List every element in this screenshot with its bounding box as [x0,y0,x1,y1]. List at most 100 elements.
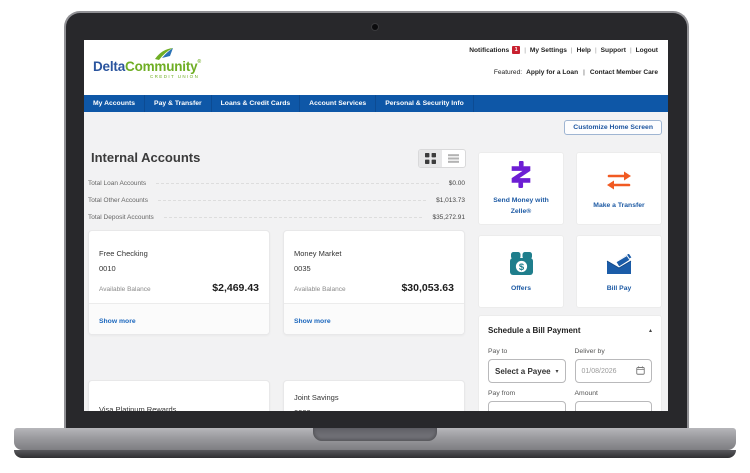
balance-label: Available Balance [294,286,346,293]
make-transfer-label: Make a Transfer [593,202,645,210]
show-more-link[interactable]: Show more [99,318,136,325]
featured-label: Featured: [493,69,523,76]
payee-selected-value: Select a Payee [495,366,551,376]
balance-amount: $30,053.63 [401,282,454,294]
tab-loans-credit-cards[interactable]: Loans & Credit Cards [212,95,301,112]
zelle-tile-label: Send Money with Zelle® [493,196,549,215]
view-toggle [418,149,466,168]
notification-count-badge: 1 [512,46,521,54]
account-name: Free Checking [99,249,148,258]
account-card-visa-platinum[interactable]: Visa Platinum Rewards 0090 Outstanding B… [88,380,270,411]
separator: | [594,46,597,54]
bill-payment-form: Pay to Deliver by Select a Payee ▾ 01/08… [488,348,652,411]
tab-my-accounts[interactable]: My Accounts [84,95,146,112]
card-footer: Show more [284,303,464,334]
deliver-by-label: Deliver by [574,348,605,355]
site-header: DeltaCommunity® CREDIT UNION Notificatio… [84,40,668,95]
contact-member-care-link[interactable]: Contact Member Care [589,69,658,76]
pay-to-label: Pay to [488,348,508,355]
total-value: $35,272.91 [432,214,465,221]
dotted-leader [157,200,427,201]
separator: | [524,46,526,54]
logo-registered-mark: ® [197,59,201,65]
my-settings-link[interactable]: My Settings [529,46,567,54]
separator: | [629,46,632,54]
laptop-base-bottom [14,450,736,458]
dotted-leader [163,217,423,218]
balance-label: Available Balance [99,286,151,293]
sail-logo-icon [153,45,175,68]
webcam-icon [372,24,378,30]
notifications-link[interactable]: Notifications [469,46,510,54]
logout-link[interactable]: Logout [635,46,658,54]
account-card-joint-savings[interactable]: Joint Savings 0000 Jointly owned with B … [283,380,465,411]
browser-screen: DeltaCommunity® CREDIT UNION Notificatio… [84,40,668,411]
support-link[interactable]: Support [600,46,626,54]
help-link[interactable]: Help [576,46,591,54]
utility-nav: Notifications 1 | My Settings | Help | S… [469,46,658,54]
zelle-icon [508,160,534,190]
offers-money-bag-icon: $ [508,248,535,278]
laptop-base-notch [313,428,437,441]
total-value: $0.00 [448,180,465,187]
offers-tile[interactable]: $ Offers [478,235,564,308]
separator: | [570,46,573,54]
apply-loan-link[interactable]: Apply for a Loan [526,69,579,76]
account-totals: Total Loan Accounts $0.00 Total Other Ac… [88,175,465,226]
separator: | [583,69,585,76]
card-footer: Show more [89,303,269,334]
account-name: Joint Savings [294,393,339,402]
logo-tagline: CREDIT UNION [150,74,200,79]
balance-amount: $2,469.43 [212,282,259,294]
grid-view-icon[interactable] [419,150,442,167]
bill-pay-label: Bill Pay [606,285,632,293]
payee-select[interactable]: Select a Payee ▾ [488,359,566,383]
collapse-caret-icon[interactable]: ▴ [648,328,652,334]
tab-personal-security-info[interactable]: Personal & Security Info [376,95,474,112]
list-view-icon[interactable] [442,150,465,167]
tab-pay-transfer[interactable]: Pay & Transfer [145,95,212,112]
chevron-down-icon: ▾ [555,368,559,375]
account-number: 0035 [294,264,311,273]
offers-label: Offers [510,285,532,293]
internal-accounts-title: Internal Accounts [91,150,201,165]
balance-row: Available Balance $2,469.43 [99,282,259,294]
logo-delta: Delta [93,59,126,74]
panel-title: Schedule a Bill Payment [488,326,581,335]
account-number: 0010 [99,264,116,273]
delta-community-logo[interactable]: DeltaCommunity® CREDIT UNION [93,48,243,89]
total-other-accounts-row: Total Other Accounts $1,013.73 [88,192,465,209]
zelle-tile[interactable]: Send Money with Zelle® [478,152,564,225]
dashboard-content: Customize Home Screen Internal Accounts [84,112,668,411]
dotted-leader [156,183,439,184]
amount-input[interactable] [574,401,652,411]
card-body: Joint Savings 0000 Jointly owned with B … [284,381,464,411]
amount-label: Amount [574,390,598,397]
account-card-free-checking[interactable]: Free Checking 0010 Available Balance $2,… [88,230,270,335]
pay-from-select[interactable] [488,401,566,411]
show-more-link[interactable]: Show more [294,318,331,325]
balance-row: Available Balance $30,053.63 [294,282,454,294]
card-body: Free Checking 0010 Available Balance $2,… [89,231,269,303]
transfer-arrows-icon [605,165,633,195]
logo-text: DeltaCommunity® [93,59,201,74]
deliver-by-date-input[interactable]: 01/08/2026 [574,359,652,383]
bill-pay-tile[interactable]: Bill Pay [576,235,662,308]
account-number: 0000 [294,408,454,411]
date-value: 01/08/2026 [581,367,617,375]
total-loan-accounts-row: Total Loan Accounts $0.00 [88,175,465,192]
account-name: Visa Platinum Rewards [99,405,177,411]
account-name: Money Market [294,249,342,258]
svg-text:$: $ [518,261,524,272]
panel-title-row: Schedule a Bill Payment ▴ [488,326,652,335]
total-value: $1,013.73 [436,197,465,204]
tab-account-services[interactable]: Account Services [300,95,377,112]
customize-home-screen-button[interactable]: Customize Home Screen [564,120,662,135]
pay-from-label: Pay from [488,390,516,397]
account-card-money-market[interactable]: Money Market 0035 Available Balance $30,… [283,230,465,335]
make-transfer-tile[interactable]: Make a Transfer [576,152,662,225]
bill-pay-envelope-icon [605,248,634,278]
featured-links: Featured: Apply for a Loan | Contact Mem… [494,69,658,76]
card-body: Visa Platinum Rewards 0090 Outstanding B… [89,381,269,411]
